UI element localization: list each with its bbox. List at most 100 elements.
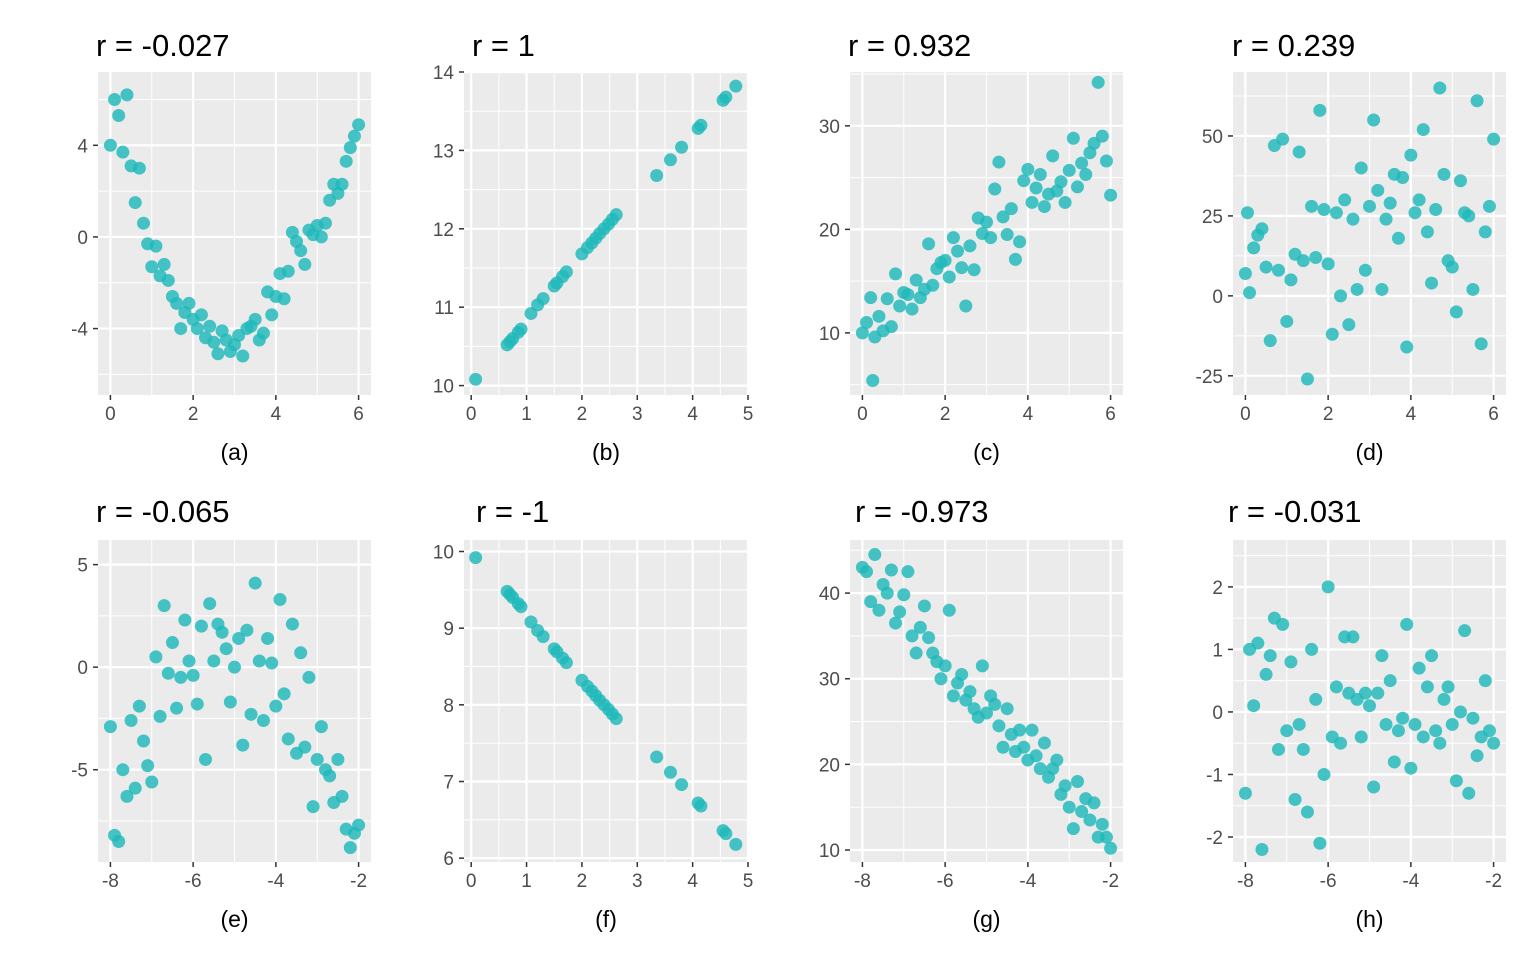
data-point [536,292,550,306]
data-point [980,706,993,720]
data-point [1013,723,1027,737]
data-point [1095,129,1109,143]
x-axis-label: (f) [595,906,617,932]
data-point [1058,195,1072,209]
data-point [889,616,902,630]
data-point [1478,674,1492,688]
data-point [319,216,332,230]
data-point [663,153,677,167]
data-point [1321,580,1335,594]
data-point [170,701,184,715]
x-tick-label: -8 [1237,871,1254,892]
data-point [1445,260,1459,274]
y-tick-label: 11 [434,298,454,319]
data-point [1458,624,1472,638]
data-point [302,670,316,684]
data-point [996,740,1010,754]
data-point [335,177,349,191]
data-point [1079,167,1093,181]
data-point [174,670,188,684]
data-point [913,620,927,634]
chart-panel-8: r = -0.031 -8 -6 -4 -2 -2 -1 0 1 2 (h) [1206,494,1506,932]
x-tick-label: -2 [1485,871,1502,892]
data-point [1296,742,1310,756]
data-point [281,732,295,746]
y-tick-label: 6 [443,849,454,870]
data-point [1025,195,1039,209]
data-point [889,267,902,281]
data-point [141,759,155,773]
y-tick-label: 10 [433,543,454,564]
data-point [1425,649,1439,663]
data-point [975,659,989,673]
data-point [1017,174,1031,188]
data-point [352,818,366,832]
data-point [132,161,146,175]
data-point [1000,702,1014,716]
data-point [248,312,262,326]
data-point [1408,206,1422,220]
data-point [729,837,743,851]
data-point [120,789,134,803]
data-point [1338,193,1352,207]
data-point [1396,711,1410,725]
data-point [855,326,869,340]
data-point [1240,206,1254,220]
data-point [1325,327,1339,341]
data-point [174,322,188,336]
data-point [1099,154,1113,168]
data-point [946,689,960,703]
data-point [901,565,915,579]
data-point [199,752,213,766]
data-point [992,719,1006,733]
data-point [194,619,208,633]
data-point [1429,724,1443,738]
data-point [1066,131,1080,145]
data-point [256,326,270,340]
y-tick-label: 2 [1212,578,1223,599]
x-tick-label: 0 [466,871,477,892]
data-point [128,781,142,795]
data-point [1371,686,1385,700]
data-point [884,320,898,334]
data-point [1375,649,1389,663]
data-point [729,79,743,93]
x-axis-label: (c) [973,439,1000,465]
data-point [1280,314,1294,328]
data-point [1346,630,1360,644]
data-point [1433,81,1447,95]
data-point [884,563,898,577]
data-point [219,642,233,656]
data-point [1029,181,1043,195]
data-point [1363,699,1376,713]
data-point [1075,156,1089,170]
data-point [1379,717,1393,731]
x-tick-label: 0 [466,404,477,425]
data-point [1404,761,1418,775]
x-tick-label: 6 [1105,404,1116,425]
x-tick-label: -2 [1102,871,1119,892]
data-point [872,603,886,617]
data-point [559,656,573,670]
data-point [261,631,275,645]
data-point [1276,617,1290,631]
data-point [323,769,337,783]
data-point [265,308,279,322]
data-point [1437,692,1451,706]
data-point [1272,742,1285,756]
data-point [343,141,357,155]
data-point [1487,132,1501,146]
data-point [236,738,250,752]
data-point [951,244,965,258]
data-point [1462,209,1476,223]
data-point [1321,257,1335,271]
x-axis-label: (a) [220,439,248,465]
data-point [1412,193,1426,207]
data-point [281,264,295,278]
data-point [514,600,528,614]
data-point [339,154,353,168]
y-tick-label: -25 [1196,367,1223,388]
data-point [1017,740,1031,754]
